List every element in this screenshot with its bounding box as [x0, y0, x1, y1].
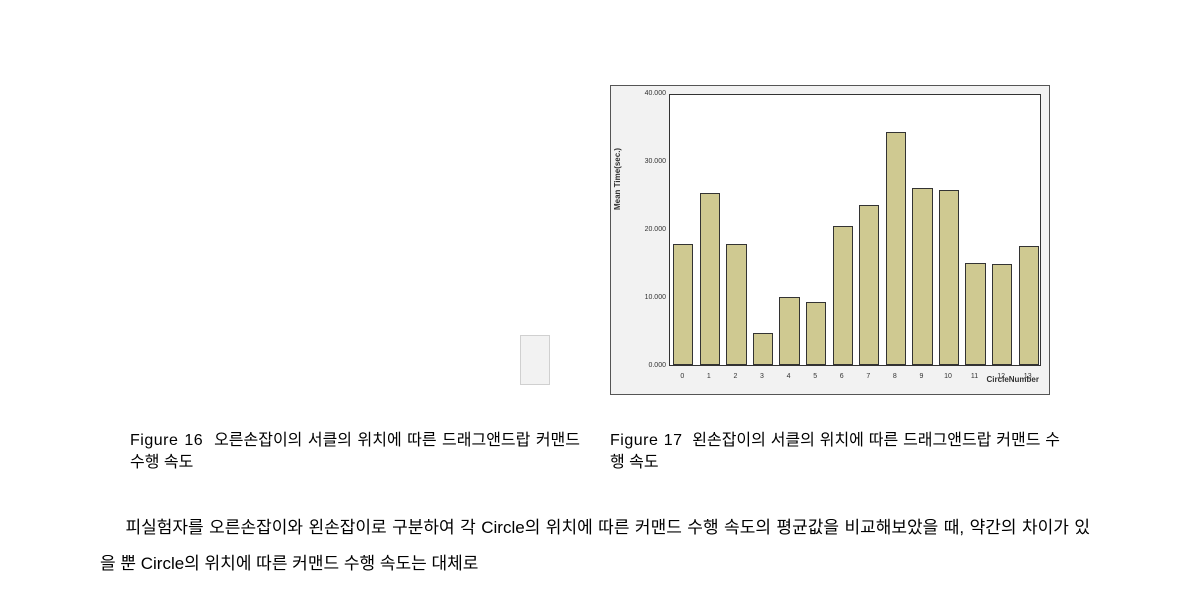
chart-bar — [726, 244, 746, 365]
chart-bar — [939, 190, 959, 365]
xtick-label: 9 — [911, 373, 931, 380]
chart-bar — [859, 205, 879, 365]
chart-plot-area — [669, 94, 1041, 366]
figure-17-column: Mean Time(sec.) CircleNumber 0.00010.000… — [590, 85, 1060, 395]
figures-row: Mean Time(sec.) CircleNumber 0.00010.000… — [100, 85, 1090, 395]
xtick-label: 5 — [805, 373, 825, 380]
xtick-label: 2 — [725, 373, 745, 380]
chart-bar — [806, 302, 826, 365]
chart-bar — [992, 264, 1012, 365]
ytick-label: 30.000 — [631, 158, 666, 165]
chart-bar — [753, 333, 773, 365]
xtick-label: 12 — [991, 373, 1011, 380]
xtick-label: 7 — [858, 373, 878, 380]
page: Mean Time(sec.) CircleNumber 0.00010.000… — [0, 0, 1190, 590]
chart-bar — [700, 193, 720, 365]
xtick-label: 4 — [779, 373, 799, 380]
xtick-label: 0 — [672, 373, 692, 380]
chart-bar — [833, 226, 853, 365]
xtick-label: 13 — [1018, 373, 1038, 380]
chart-bar — [965, 263, 985, 365]
figure-16-caption: Figure 16 오른손잡이의 서클의 위치에 따른 드래그앤드랍 커맨드 수… — [130, 430, 580, 473]
ytick-label: 10.000 — [631, 294, 666, 301]
chart-bar — [1019, 246, 1039, 365]
xtick-label: 3 — [752, 373, 772, 380]
xtick-label: 6 — [832, 373, 852, 380]
xtick-label: 8 — [885, 373, 905, 380]
ytick-label: 40.000 — [631, 90, 666, 97]
chart-bar — [886, 132, 906, 365]
figure-16-column — [100, 85, 570, 395]
figure-17-caption: Figure 17 왼손잡이의 서클의 위치에 따른 드래그앤드랍 커맨드 수행… — [610, 430, 1060, 473]
figure-17-label: Figure 17 — [610, 432, 683, 449]
xtick-label: 11 — [965, 373, 985, 380]
chart-ylabel: Mean Time(sec.) — [613, 148, 622, 210]
ytick-label: 20.000 — [631, 226, 666, 233]
figure-16-fragment — [520, 335, 550, 385]
xtick-label: 1 — [699, 373, 719, 380]
xtick-label: 10 — [938, 373, 958, 380]
ytick-label: 0.000 — [631, 362, 666, 369]
chart-bar — [673, 244, 693, 365]
figure-16-label: Figure 16 — [130, 432, 203, 449]
figure-17-chart: Mean Time(sec.) CircleNumber 0.00010.000… — [610, 85, 1050, 395]
captions-row: Figure 16 오른손잡이의 서클의 위치에 따른 드래그앤드랍 커맨드 수… — [130, 430, 1090, 473]
chart-bar — [912, 188, 932, 365]
chart-bar — [779, 297, 799, 365]
body-paragraph: 피실험자를 오른손잡이와 왼손잡이로 구분하여 각 Circle의 위치에 따른… — [100, 510, 1090, 581]
